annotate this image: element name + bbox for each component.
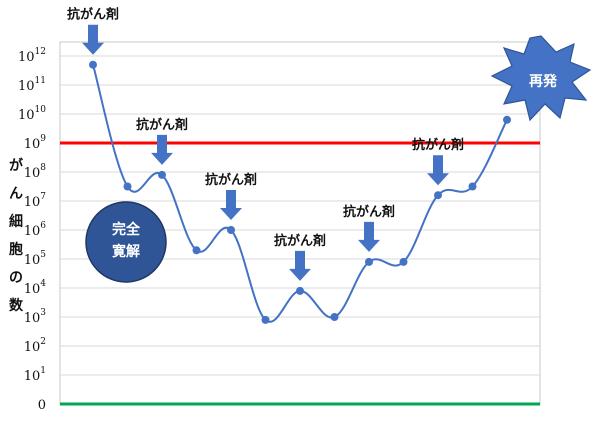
data-point bbox=[261, 315, 270, 324]
drug-label: 抗がん剤 bbox=[274, 233, 326, 249]
down-arrow-icon bbox=[82, 24, 104, 55]
y-tick-label: 108 bbox=[24, 163, 47, 181]
y-tick-label: 1012 bbox=[18, 47, 46, 65]
y-axis-label-char: 胞 bbox=[8, 241, 23, 258]
remission-label-line2: 寛解 bbox=[112, 243, 140, 260]
drug-label: 抗がん剤 bbox=[205, 172, 257, 188]
y-axis-label-char: 細 bbox=[9, 213, 23, 230]
data-point bbox=[434, 191, 442, 200]
y-axis-label-char: が bbox=[9, 157, 24, 174]
data-point bbox=[158, 170, 166, 179]
series-group bbox=[89, 60, 511, 324]
y-tick-label: 103 bbox=[24, 308, 47, 326]
y-tick-label: 102 bbox=[24, 337, 46, 355]
y-tick-label: 107 bbox=[24, 192, 47, 210]
y-tick-label: 104 bbox=[24, 279, 47, 297]
y-tick-label: 101 bbox=[24, 366, 46, 384]
data-point bbox=[365, 257, 373, 266]
drug-label: 抗がん剤 bbox=[136, 117, 188, 133]
y-tick-label: 0 bbox=[38, 398, 46, 413]
y-tick-label: 106 bbox=[24, 221, 47, 239]
data-point bbox=[123, 182, 132, 191]
y-tick-label: 109 bbox=[24, 134, 47, 152]
drug-annotation: 抗がん剤 bbox=[274, 233, 326, 281]
data-point bbox=[330, 313, 339, 321]
data-point bbox=[399, 257, 408, 266]
data-point bbox=[89, 60, 97, 69]
down-arrow-icon bbox=[358, 221, 380, 252]
drug-label: 抗がん剤 bbox=[67, 7, 119, 23]
down-arrow-icon bbox=[427, 155, 449, 186]
drug-annotation: 抗がん剤 bbox=[67, 7, 119, 55]
drug-annotation: 抗がん剤 bbox=[205, 172, 257, 220]
remission-label-line1: 完全 bbox=[112, 221, 141, 238]
reference-lines bbox=[60, 141, 540, 406]
series-line bbox=[92, 64, 508, 323]
down-arrow-icon bbox=[220, 190, 242, 220]
drug-label: 抗がん剤 bbox=[343, 204, 395, 220]
y-axis-label-char: 数 bbox=[9, 297, 24, 314]
relapse-label: 再発 bbox=[529, 73, 558, 90]
data-point bbox=[192, 246, 201, 255]
relapse-starburst bbox=[490, 35, 592, 122]
drug-annotation: 抗がん剤 bbox=[343, 204, 395, 252]
data-point bbox=[296, 286, 304, 295]
y-tick-label: 1010 bbox=[18, 105, 46, 123]
remission-ellipse bbox=[85, 201, 167, 283]
data-point bbox=[468, 182, 477, 191]
data-point bbox=[503, 115, 511, 124]
down-arrow-icon bbox=[289, 250, 311, 281]
remission-badge: 完全 寛解 bbox=[85, 201, 167, 283]
y-tick-label: 105 bbox=[24, 250, 47, 268]
y-axis-label-char: ん bbox=[9, 186, 23, 202]
relapse-badge: 再発 bbox=[490, 35, 592, 122]
drug-label: 抗がん剤 bbox=[412, 137, 464, 153]
drug-annotation: 抗がん剤 bbox=[412, 137, 464, 186]
y-axis-label-char: の bbox=[9, 270, 23, 286]
y-tick-label: 1011 bbox=[18, 76, 46, 94]
drug-annotation: 抗がん剤 bbox=[136, 117, 188, 165]
down-arrow-icon bbox=[151, 134, 173, 165]
data-point bbox=[227, 226, 235, 234]
y-tick-labels: 0 101 102 103 104 105 106 107 108 109 1010 1011 1012 bbox=[18, 47, 46, 413]
